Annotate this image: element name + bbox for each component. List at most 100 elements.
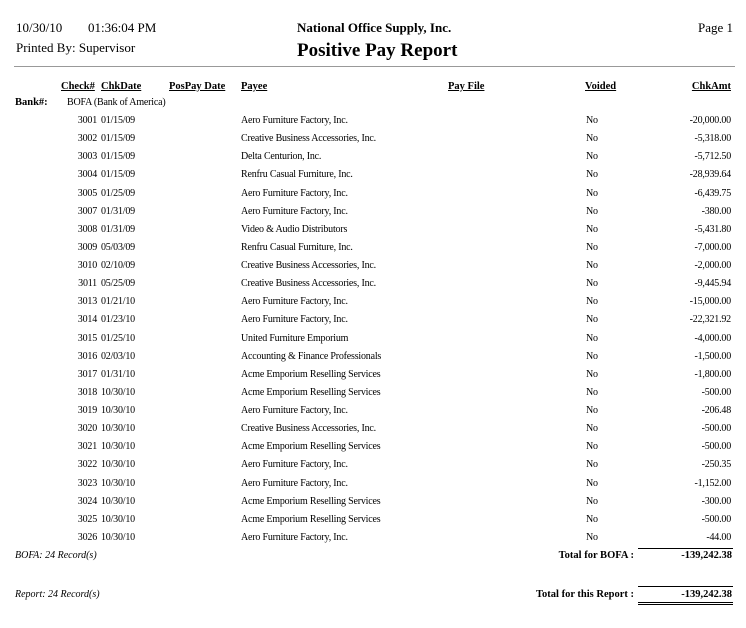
voided: No — [586, 187, 598, 199]
voided: No — [586, 441, 598, 453]
check-amount: -28,939.64 — [689, 169, 732, 181]
check-amount: -500.00 — [701, 386, 732, 398]
voided: No — [586, 314, 598, 326]
col-chkamt: ChkAmt — [691, 81, 731, 92]
payee: Aero Furniture Factory, Inc. — [241, 187, 348, 199]
check-date: 10/30/10 — [101, 405, 135, 417]
check-amount: -5,712.50 — [694, 151, 731, 163]
check-amount: -20,000.00 — [689, 115, 732, 126]
check-date: 01/25/10 — [101, 332, 135, 344]
bank-label: Bank#: — [15, 97, 48, 108]
voided: No — [586, 205, 598, 217]
check-date: 01/25/09 — [101, 187, 135, 199]
check-number: 3011 — [78, 278, 97, 290]
check-number: 3007 — [77, 205, 97, 217]
check-number: 3015 — [77, 332, 97, 344]
check-amount: -206.48 — [701, 405, 732, 417]
check-date: 10/30/10 — [101, 441, 135, 453]
check-number: 3003 — [77, 151, 97, 163]
col-pay-file: Pay File — [448, 81, 485, 92]
check-date: 02/10/09 — [101, 260, 135, 272]
printed-by: Printed By: Supervisor — [16, 40, 136, 55]
col-check: Check# — [61, 81, 95, 92]
check-number: 3026 — [77, 531, 97, 543]
payee: Delta Centurion, Inc. — [241, 151, 322, 163]
check-number: 3021 — [77, 441, 97, 453]
check-amount: -380.00 — [701, 205, 732, 217]
company-name: National Office Supply, Inc. — [297, 20, 452, 35]
check-number: 3019 — [77, 405, 97, 417]
check-amount: -2,000.00 — [694, 260, 731, 272]
payee: Creative Business Accessories, Inc. — [241, 278, 376, 290]
col-pospay-date: PosPay Date — [169, 81, 226, 92]
check-date: 01/31/09 — [101, 205, 135, 217]
check-date: 01/23/10 — [101, 314, 135, 326]
voided: No — [586, 386, 598, 398]
check-date: 01/21/10 — [101, 296, 135, 308]
voided: No — [586, 260, 598, 272]
check-date: 10/30/10 — [101, 423, 135, 435]
check-number: 3008 — [77, 223, 97, 235]
payee: Aero Furniture Factory, Inc. — [241, 405, 348, 417]
payee: Creative Business Accessories, Inc. — [241, 423, 376, 435]
payee: United Furniture Emporium — [241, 332, 349, 344]
col-chkdate: ChkDate — [101, 81, 142, 92]
group-record-count: BOFA: 24 Record(s) — [15, 550, 97, 561]
check-amount: -500.00 — [701, 513, 732, 525]
check-number: 3016 — [77, 350, 97, 362]
group-total-rule — [638, 548, 733, 549]
check-amount: -22,321.92 — [689, 314, 732, 326]
payee: Creative Business Accessories, Inc. — [241, 133, 376, 145]
header-divider — [14, 66, 735, 67]
voided: No — [586, 368, 598, 380]
voided: No — [586, 350, 598, 362]
check-amount: -1,152.00 — [694, 477, 731, 489]
report-total-rule-top — [638, 586, 733, 587]
check-amount: -1,800.00 — [694, 368, 731, 380]
payee: Renfru Casual Furniture, Inc. — [241, 241, 353, 253]
check-number: 3024 — [77, 495, 97, 507]
check-date: 10/30/10 — [101, 513, 135, 525]
check-date: 05/25/09 — [101, 278, 135, 290]
voided: No — [586, 459, 598, 471]
payee: Acme Emporium Reselling Services — [241, 386, 381, 398]
check-date: 05/03/09 — [101, 241, 135, 253]
voided: No — [586, 405, 598, 417]
check-number: 3009 — [77, 241, 97, 253]
voided: No — [586, 513, 598, 525]
page-title: Positive Pay Report — [297, 40, 458, 61]
payee: Renfru Casual Furniture, Inc. — [241, 169, 353, 181]
payee: Aero Furniture Factory, Inc. — [241, 477, 348, 489]
voided: No — [586, 296, 598, 308]
report-record-count: Report: 24 Record(s) — [15, 589, 100, 600]
check-number: 3002 — [77, 133, 97, 145]
check-number: 3004 — [77, 169, 97, 181]
voided: No — [586, 241, 598, 253]
voided: No — [586, 332, 598, 344]
check-number: 3018 — [77, 386, 97, 398]
payee: Acme Emporium Reselling Services — [241, 495, 381, 507]
check-amount: -9,445.94 — [694, 278, 731, 290]
payee: Creative Business Accessories, Inc. — [241, 260, 376, 272]
check-date: 10/30/10 — [101, 495, 135, 507]
check-number: 3014 — [77, 314, 97, 326]
payee: Acme Emporium Reselling Services — [241, 368, 381, 380]
voided: No — [586, 223, 598, 235]
col-voided: Voided — [585, 81, 617, 92]
payee: Aero Furniture Factory, Inc. — [241, 296, 348, 308]
check-number: 3023 — [77, 477, 97, 489]
check-date: 01/15/09 — [101, 151, 135, 163]
payee: Aero Furniture Factory, Inc. — [241, 205, 348, 217]
voided: No — [586, 278, 598, 290]
payee: Aero Furniture Factory, Inc. — [241, 531, 348, 543]
check-date: 10/30/10 — [101, 477, 135, 489]
check-amount: -15,000.00 — [689, 296, 732, 308]
check-date: 01/31/10 — [101, 368, 135, 380]
voided: No — [586, 495, 598, 507]
print-date: 10/30/10 — [16, 20, 63, 35]
report-total-double-rule — [638, 602, 733, 605]
check-date: 10/30/10 — [101, 531, 135, 543]
check-number: 3005 — [77, 187, 97, 199]
report-total-label: Total for this Report : — [536, 589, 634, 600]
report-total: -139,242.38 — [681, 589, 732, 600]
